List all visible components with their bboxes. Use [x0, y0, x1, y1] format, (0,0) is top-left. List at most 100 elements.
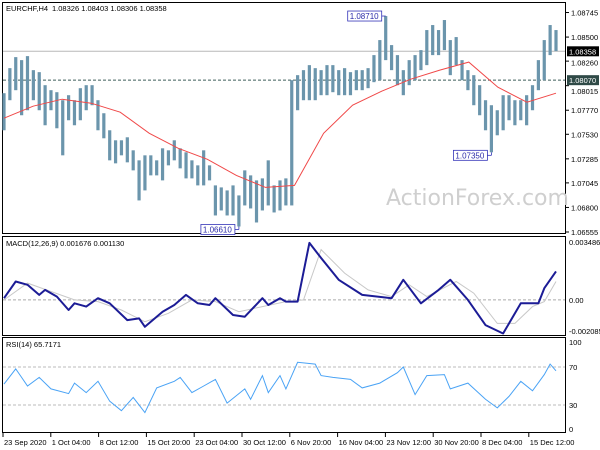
- price-bar: [184, 152, 188, 179]
- annotation-label: 1.08710: [350, 12, 379, 21]
- current-price-tag: 1.08358: [569, 47, 596, 56]
- price-bar: [525, 95, 529, 126]
- watermark: ActionForex.com: [386, 186, 569, 211]
- price-bar: [37, 72, 41, 111]
- annotation-box: [347, 10, 383, 22]
- macd-axis-label: -0.002085: [569, 327, 600, 336]
- level-price-tag-bg: [567, 75, 599, 86]
- price-bar: [213, 185, 218, 216]
- price-bar: [431, 25, 435, 56]
- price-bar: [407, 60, 411, 86]
- price-axis-label: 1.07285: [571, 155, 598, 164]
- rsi-axis-label: 100: [569, 338, 582, 347]
- price-bar: [2, 93, 6, 131]
- macd-axis-label: 0.00: [569, 296, 584, 305]
- price-series: 1.06610 1.08710 1.07350: [2, 10, 565, 235]
- price-bar: [513, 100, 517, 126]
- macd-signal-line: [3, 248, 557, 324]
- time-axis-label: 30 Oct 12:00: [243, 438, 286, 447]
- price-bar: [96, 100, 100, 131]
- price-bar: [489, 105, 494, 153]
- price-bar: [172, 140, 176, 161]
- price-bar: [536, 60, 540, 91]
- price-annotation: 1.07350: [453, 149, 492, 161]
- price-bar: [119, 140, 124, 156]
- macd-main-line: [3, 241, 557, 335]
- price-bar: [202, 150, 206, 186]
- price-bar: [342, 68, 347, 96]
- price-bar: [260, 178, 264, 211]
- time-axis-label: 16 Nov 04:00: [339, 438, 384, 447]
- price-axis-label: 1.08015: [571, 87, 598, 96]
- price-bar: [454, 37, 458, 66]
- price-bar: [501, 95, 505, 131]
- price-bar: [354, 70, 358, 91]
- price-bar: [366, 68, 370, 89]
- price-bar: [249, 175, 253, 209]
- price-bar: [137, 160, 141, 201]
- price-bar: [301, 70, 306, 101]
- price-bar: [483, 100, 488, 131]
- time-axis-label: 15 Oct 20:00: [147, 438, 190, 447]
- price-bar: [84, 85, 88, 111]
- price-bar: [442, 20, 447, 51]
- price-bar: [125, 137, 129, 163]
- price-bar: [102, 113, 106, 139]
- price-bar: [278, 180, 282, 211]
- price-bar: [413, 55, 417, 81]
- price-bar: [178, 148, 182, 169]
- level-price-tag: 1.08070: [569, 76, 596, 85]
- price-bar: [360, 70, 364, 91]
- price-axis-label: 1.06555: [571, 228, 598, 237]
- price-bar: [78, 88, 82, 121]
- price-axis-label: 1.08260: [571, 58, 598, 67]
- price-annotation: 1.06610: [200, 224, 240, 235]
- price-bar: [331, 65, 335, 93]
- price-bar: [460, 60, 464, 81]
- time-axis-label: 15 Dec 12:00: [530, 438, 575, 447]
- price-bar: [313, 68, 317, 101]
- price-bar: [472, 75, 476, 106]
- axes: 1.08745 1.08500 1.08260 1.08015 1.07770 1.075…: [2, 9, 600, 447]
- price-bar: [389, 45, 394, 71]
- price-bar: [196, 165, 200, 186]
- price-bar: [272, 185, 276, 213]
- price-bar: [290, 80, 294, 206]
- symbol-title: EURCHF,H4: [6, 4, 48, 13]
- price-bar: [155, 160, 159, 176]
- macd-panel[interactable]: [2, 236, 566, 336]
- price-bar: [225, 190, 229, 216]
- ohlc-readout: 1.08326 1.08403 1.08306 1.08358: [52, 4, 167, 13]
- moving-average-line: [3, 61, 557, 188]
- price-bar: [436, 30, 441, 56]
- price-bar: [108, 130, 112, 161]
- price-bar: [507, 95, 511, 121]
- price-bar: [160, 148, 165, 181]
- price-bar: [66, 95, 71, 121]
- price-panel[interactable]: [2, 2, 566, 234]
- annotation-label: 1.06610: [203, 225, 232, 234]
- price-bar: [284, 178, 288, 206]
- price-bar: [190, 160, 194, 179]
- price-bar: [548, 25, 552, 56]
- price-bar: [554, 30, 558, 52]
- current-price-tag-bg: [567, 46, 599, 57]
- price-bar: [542, 40, 546, 81]
- price-bar: [61, 100, 65, 156]
- price-bar: [378, 40, 382, 81]
- price-bar: [14, 57, 18, 91]
- price-bar: [530, 85, 535, 111]
- price-bar: [219, 187, 223, 211]
- price-bar: [8, 68, 12, 101]
- price-bar: [113, 140, 118, 164]
- price-bar: [131, 150, 135, 171]
- annotation-box: [200, 224, 236, 235]
- price-axis-label: 1.08745: [571, 9, 598, 18]
- time-axis-label: 6 Nov 20:00: [291, 438, 331, 447]
- price-bar: [307, 65, 311, 101]
- price-bar: [25, 56, 30, 111]
- price-bar: [237, 195, 241, 227]
- price-axis-label: 1.07530: [571, 130, 598, 139]
- price-bar: [337, 70, 341, 96]
